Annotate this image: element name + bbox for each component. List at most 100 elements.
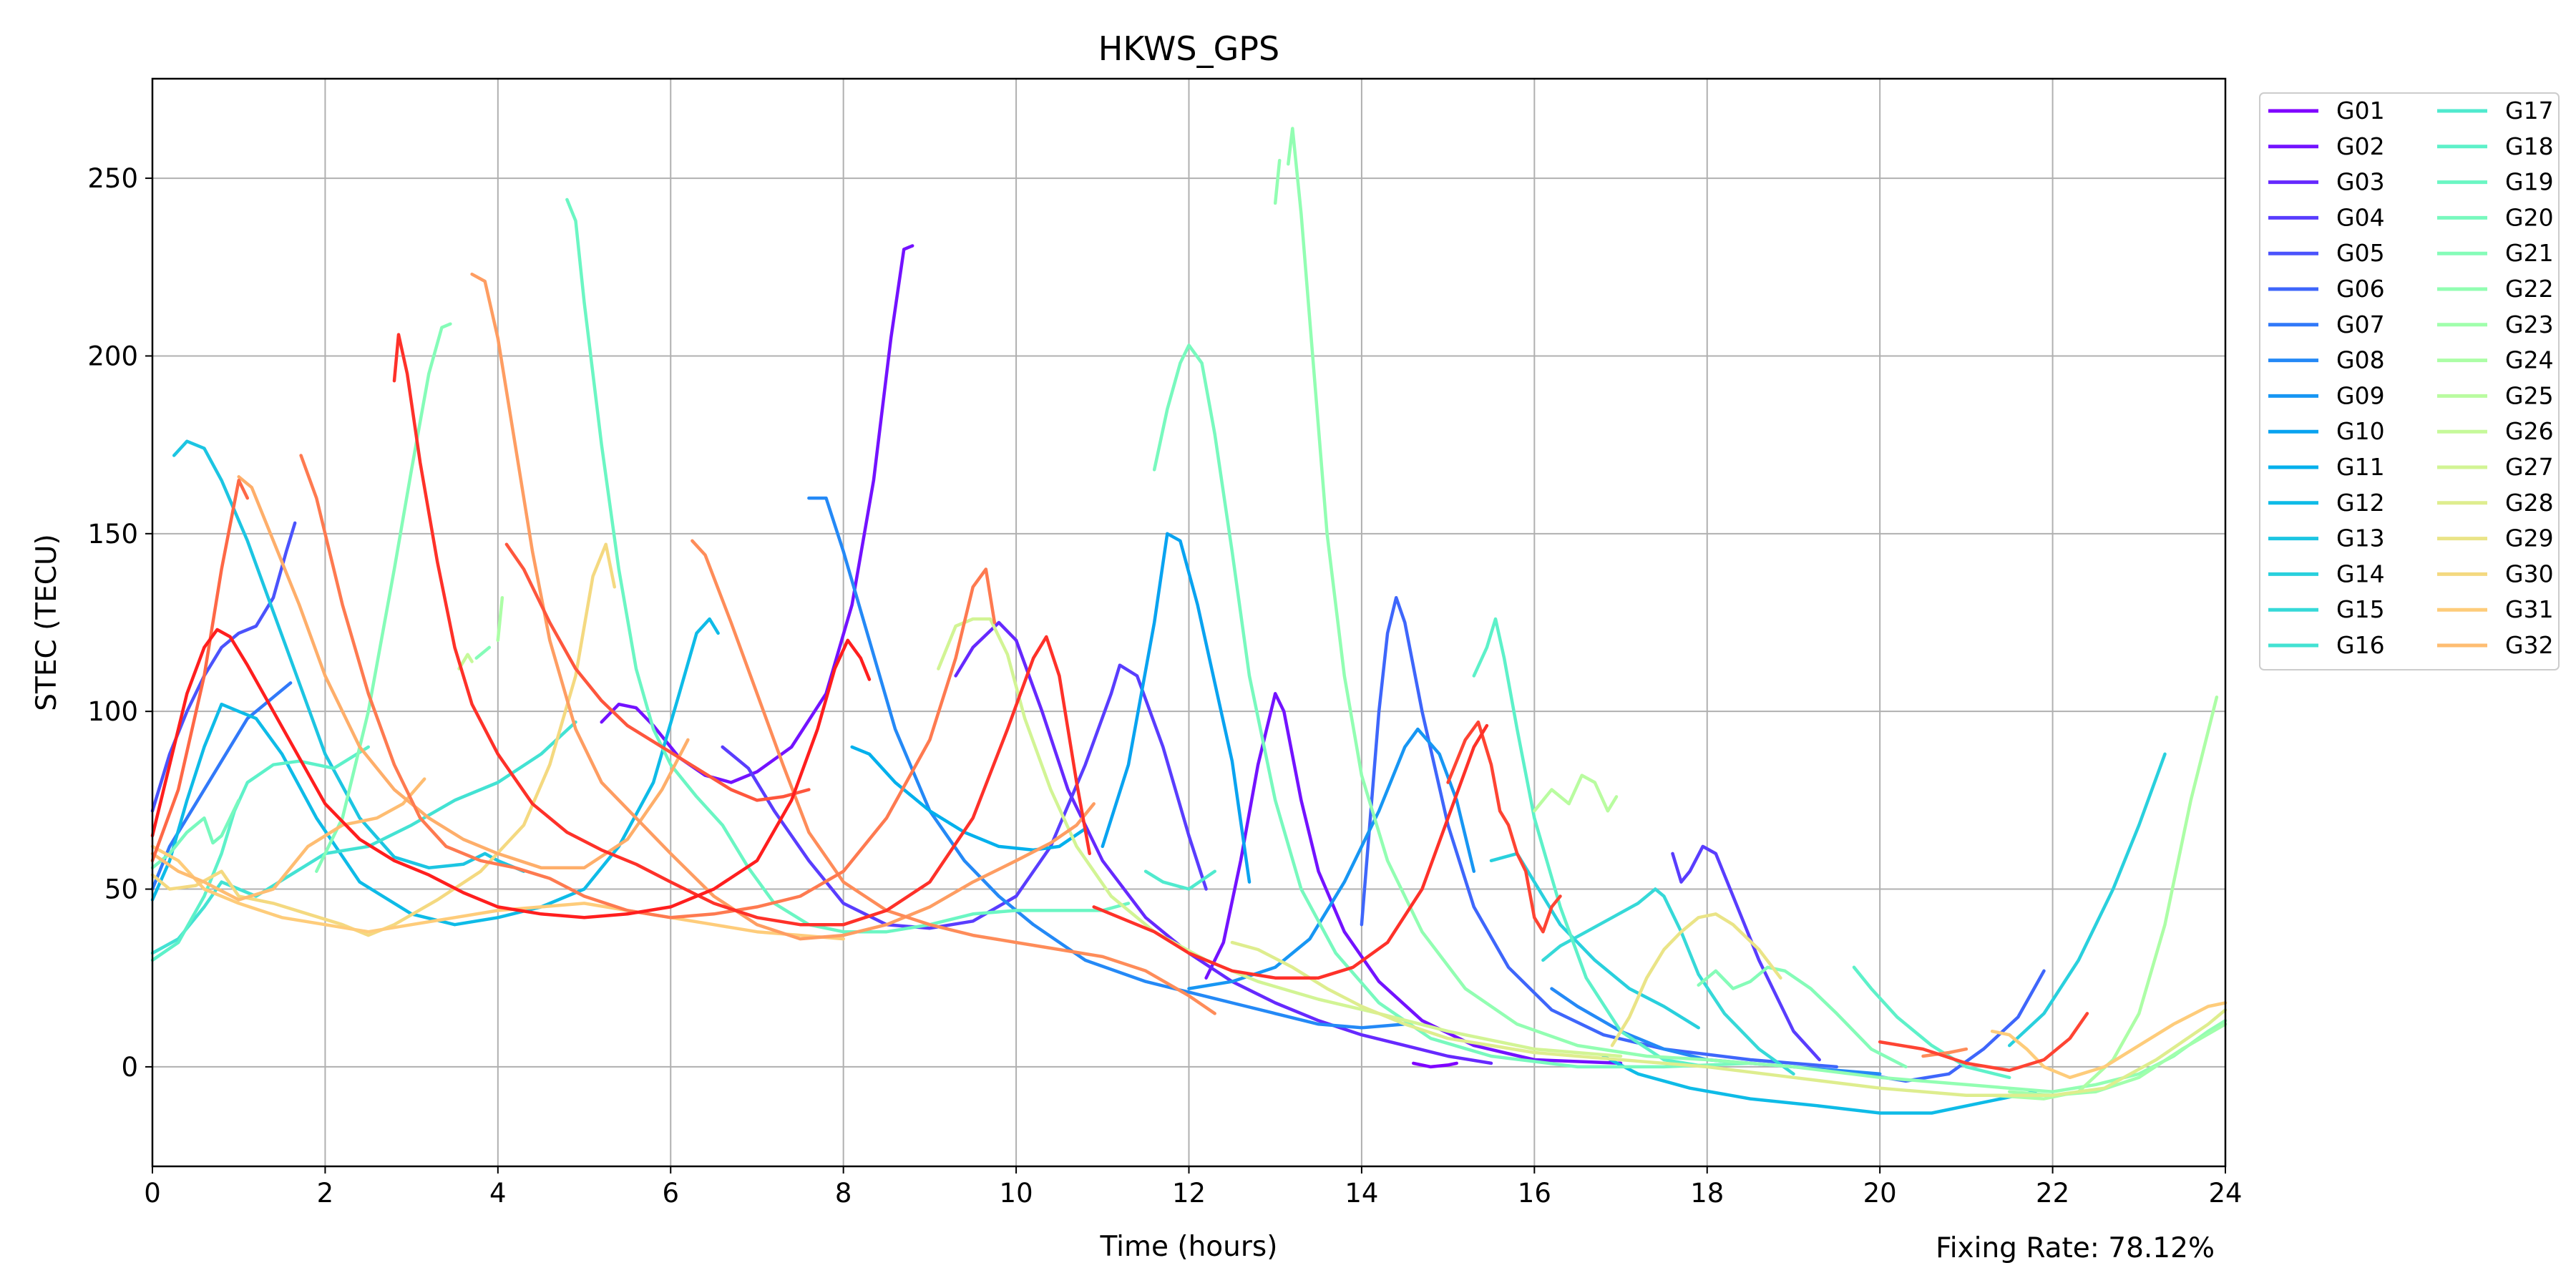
legend-item: G05 [2268, 239, 2385, 267]
legend-label: G09 [2336, 381, 2385, 409]
series-line [1472, 617, 1709, 1069]
series-line [1990, 696, 2219, 1101]
legend-label: G07 [2336, 311, 2385, 338]
series-line [504, 542, 811, 802]
y-tick-label: 0 [121, 1052, 138, 1083]
series-lines [150, 127, 2228, 1115]
series-line [150, 844, 845, 941]
y-tick-label: 250 [87, 163, 138, 194]
legend-label: G26 [2505, 417, 2554, 445]
legend-label: G15 [2336, 595, 2385, 623]
series-line [150, 479, 250, 863]
series-line [954, 620, 1493, 1065]
legend-item: G27 [2437, 453, 2554, 481]
series-line [1990, 1001, 2228, 1080]
series-line [1601, 1054, 2037, 1115]
series-line [150, 745, 371, 962]
series-line [721, 663, 1208, 930]
legend-label: G31 [2505, 595, 2554, 623]
series-unnamed-33 [470, 272, 1096, 941]
y-tick-label: 150 [87, 519, 138, 550]
series-line [1101, 532, 1252, 884]
series-g09 [1187, 727, 1476, 990]
x-tick-label: 10 [1000, 1178, 1033, 1209]
x-tick-label: 0 [144, 1178, 161, 1209]
legend-item: G32 [2437, 631, 2554, 659]
series-line [172, 439, 526, 873]
series-g27 [937, 617, 1623, 1058]
legend-item: G15 [2268, 595, 2385, 623]
legend-item: G02 [2268, 132, 2385, 160]
series-unnamed-35 [299, 454, 997, 919]
legend-label: G23 [2505, 311, 2554, 338]
legend-item: G13 [2268, 525, 2385, 552]
x-tick-label: 24 [2208, 1178, 2242, 1209]
legend-label: G29 [2505, 525, 2554, 552]
legend-item: G11 [2268, 453, 2385, 481]
series-g22 [1273, 127, 2228, 1093]
series-g10 [1101, 532, 1252, 884]
legend-item: G03 [2268, 168, 2385, 196]
series-line [496, 595, 504, 643]
series-line [1092, 723, 1489, 980]
legend-label: G06 [2336, 275, 2385, 303]
series-line [1273, 158, 1282, 205]
x-tick-label: 6 [662, 1178, 679, 1209]
series-g18 [150, 617, 2011, 1080]
series-line [150, 799, 240, 869]
legend-label: G21 [2505, 239, 2554, 267]
series-line [1533, 774, 1619, 813]
series-g21 [315, 322, 1908, 1069]
x-tick-label: 22 [2036, 1178, 2069, 1209]
series-line [299, 454, 997, 919]
legend-item: G18 [2437, 132, 2554, 160]
legend-label: G02 [2336, 132, 2385, 160]
legend-item: G26 [2437, 417, 2554, 445]
legend-label: G20 [2505, 203, 2554, 231]
series-line [474, 645, 492, 660]
legend-item: G17 [2437, 97, 2554, 125]
series-g29 [1610, 912, 1782, 1048]
legend-item: G29 [2437, 525, 2554, 552]
legend-label: G25 [2505, 381, 2554, 409]
series-g13 [172, 439, 526, 873]
series-g25 [1533, 774, 1619, 813]
series-line [470, 272, 1096, 941]
y-tick-label: 50 [104, 874, 138, 905]
series-g15 [1541, 887, 1795, 1076]
legend-item: G16 [2268, 631, 2385, 659]
legend-item: G01 [2268, 97, 2385, 125]
series-unnamed-36 [150, 479, 250, 863]
legend-item: G08 [2268, 346, 2385, 374]
x-tick-label: 4 [489, 1178, 507, 1209]
legend-item: G31 [2437, 595, 2554, 623]
series-line [937, 617, 1623, 1058]
series-line [315, 322, 452, 873]
series-line [1878, 1012, 2089, 1073]
series-line [1610, 912, 1782, 1048]
y-axis-label: STEC (TECU) [31, 534, 63, 711]
legend-label: G11 [2336, 453, 2385, 481]
series-line [150, 777, 426, 902]
series-line [1412, 1061, 1458, 1069]
y-tick-label: 200 [87, 341, 138, 371]
series-g20 [150, 343, 1752, 1069]
x-tick-label: 12 [1172, 1178, 1206, 1209]
legend-label: G22 [2505, 275, 2554, 303]
series-line [807, 496, 1407, 1030]
series-g26 [457, 653, 474, 670]
legend-item: G12 [2268, 489, 2385, 517]
series-line [600, 244, 914, 784]
legend-label: G18 [2505, 132, 2554, 160]
legend-label: G04 [2336, 203, 2385, 231]
legend-label: G14 [2336, 560, 2385, 587]
series-line [1143, 869, 1216, 891]
series-g01 [1412, 1061, 1458, 1069]
series-line [1360, 595, 1839, 1069]
series-line [1671, 844, 1821, 1062]
legend-label: G12 [2336, 489, 2385, 517]
series-line [237, 475, 690, 869]
series-line [1541, 887, 1795, 1076]
legend-item: G19 [2437, 168, 2554, 196]
